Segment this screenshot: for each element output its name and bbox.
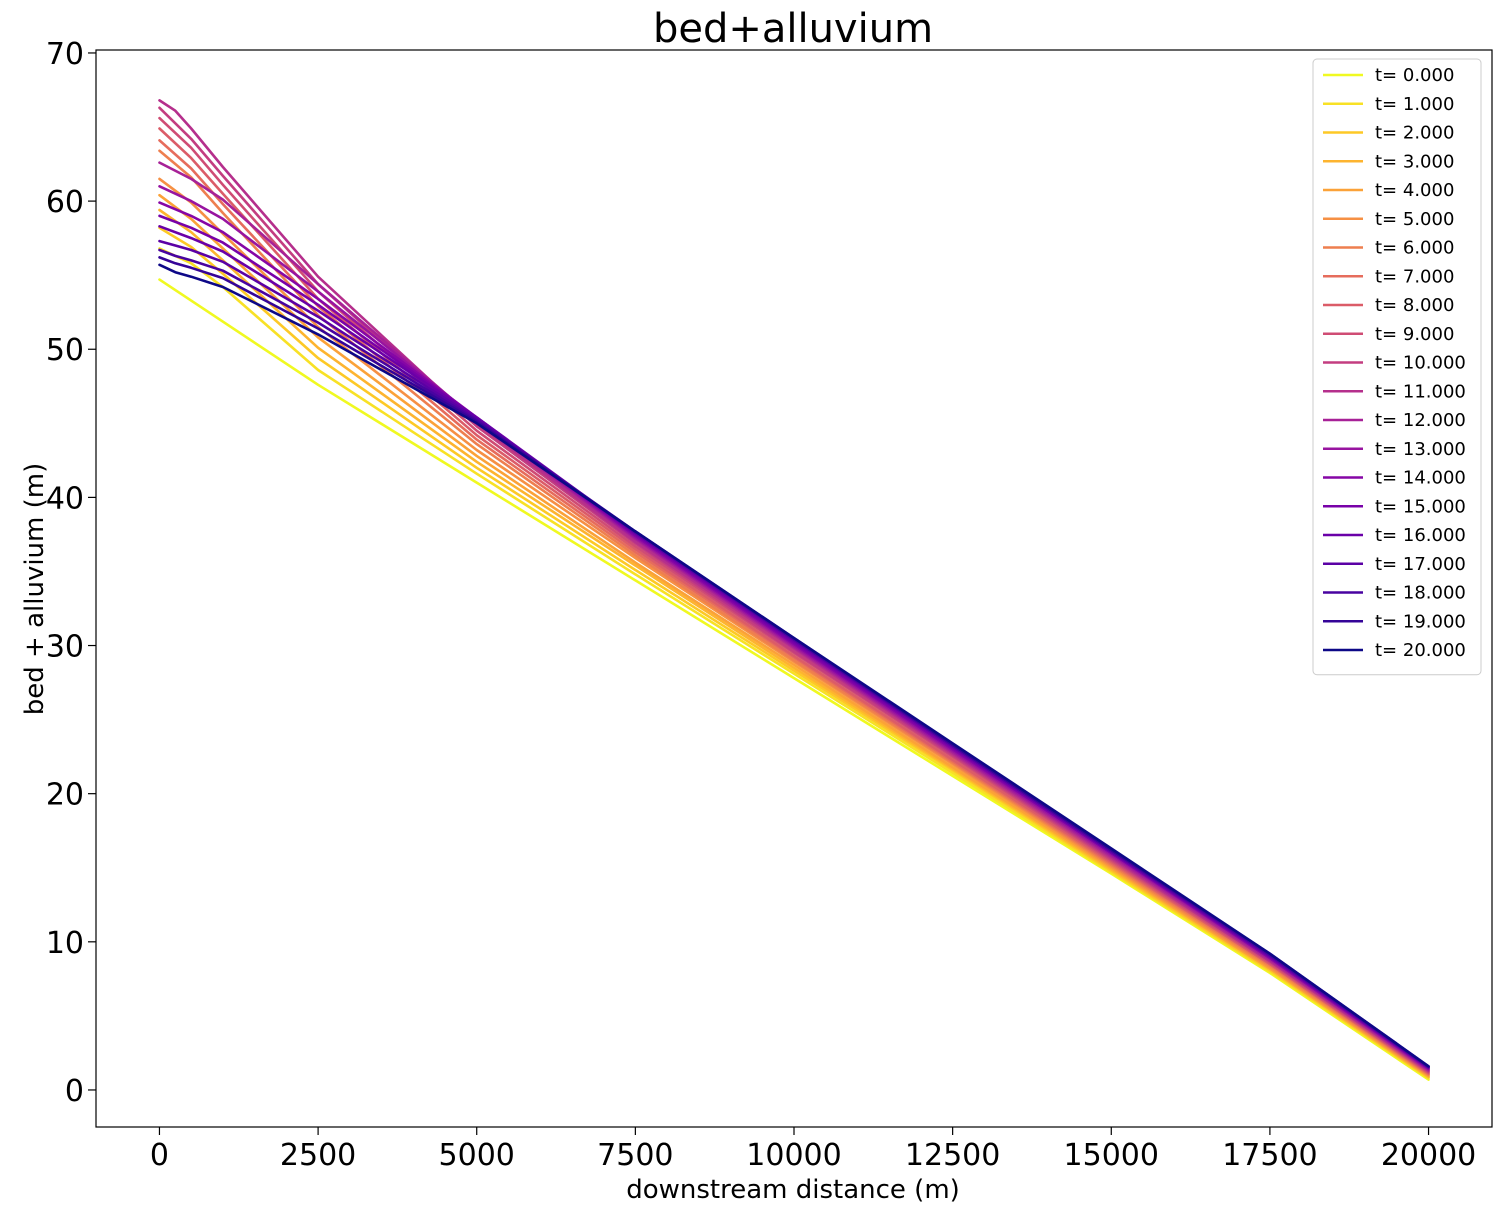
legend-entry-12: t= 12.000 bbox=[1375, 410, 1466, 431]
y-axis-label: bed + alluvium (m) bbox=[20, 463, 50, 715]
legend-entry-10: t= 10.000 bbox=[1375, 353, 1466, 374]
x-tick-label-4: 10000 bbox=[746, 1138, 841, 1173]
legend-entry-4: t= 4.000 bbox=[1375, 180, 1454, 201]
legend-entry-13: t= 13.000 bbox=[1375, 439, 1466, 460]
x-tick-label-2: 5000 bbox=[439, 1138, 515, 1173]
y-tick-label-2: 20 bbox=[46, 778, 84, 813]
x-tick-label-1: 2500 bbox=[280, 1138, 356, 1173]
legend-entry-2: t= 2.000 bbox=[1375, 123, 1454, 144]
y-tick-label-0: 0 bbox=[65, 1074, 84, 1109]
legend-entry-15: t= 15.000 bbox=[1375, 496, 1466, 517]
legend-entry-9: t= 9.000 bbox=[1375, 324, 1454, 345]
y-axis-ticks: 0 10 20 30 40 50 60 70 bbox=[46, 37, 96, 1109]
legend-entry-16: t= 16.000 bbox=[1375, 525, 1466, 546]
y-tick-label-5: 50 bbox=[46, 333, 84, 368]
legend-entry-1: t= 1.000 bbox=[1375, 94, 1454, 115]
x-tick-label-3: 7500 bbox=[597, 1138, 673, 1173]
y-tick-label-3: 30 bbox=[46, 630, 84, 665]
plot-frame bbox=[95, 49, 1493, 1128]
x-axis-label: downstream distance (m) bbox=[626, 1175, 960, 1205]
legend-entry-20: t= 20.000 bbox=[1375, 640, 1466, 661]
x-tick-label-6: 15000 bbox=[1064, 1138, 1159, 1173]
chart-title: bed+alluvium bbox=[653, 6, 933, 52]
x-tick-label-8: 20000 bbox=[1381, 1138, 1476, 1173]
legend-entry-14: t= 14.000 bbox=[1375, 468, 1466, 489]
series-line-20 bbox=[158, 263, 1430, 1068]
x-tick-label-5: 12500 bbox=[905, 1138, 1000, 1173]
legend-entry-6: t= 6.000 bbox=[1375, 238, 1454, 259]
y-tick-label-7: 70 bbox=[46, 37, 84, 72]
legend-entry-11: t= 11.000 bbox=[1375, 381, 1466, 402]
plot-lines bbox=[158, 99, 1430, 1081]
x-tick-label-0: 0 bbox=[150, 1138, 169, 1173]
legend-entry-3: t= 3.000 bbox=[1375, 151, 1454, 172]
y-tick-label-1: 10 bbox=[46, 926, 84, 961]
y-tick-label-4: 40 bbox=[46, 481, 84, 516]
x-axis-ticks: 0 2500 5000 7500 10000 12500 15000 17500 20000 bbox=[150, 1127, 1476, 1173]
y-tick-label-6: 60 bbox=[46, 185, 84, 220]
legend-entry-7: t= 7.000 bbox=[1375, 266, 1454, 287]
legend-box bbox=[1312, 58, 1482, 676]
legend-entry-8: t= 8.000 bbox=[1375, 295, 1454, 316]
legend-entry-5: t= 5.000 bbox=[1375, 209, 1454, 230]
legend-entry-19: t= 19.000 bbox=[1375, 611, 1466, 632]
legend-entry-17: t= 17.000 bbox=[1375, 554, 1466, 575]
legend-entry-18: t= 18.000 bbox=[1375, 583, 1466, 604]
x-tick-label-7: 17500 bbox=[1222, 1138, 1317, 1173]
legend-entry-0: t= 0.000 bbox=[1375, 65, 1454, 86]
legend: t= 0.000 t= 1.000 t= 2.000 t= 3.000 t= 4.000… bbox=[1312, 58, 1482, 676]
